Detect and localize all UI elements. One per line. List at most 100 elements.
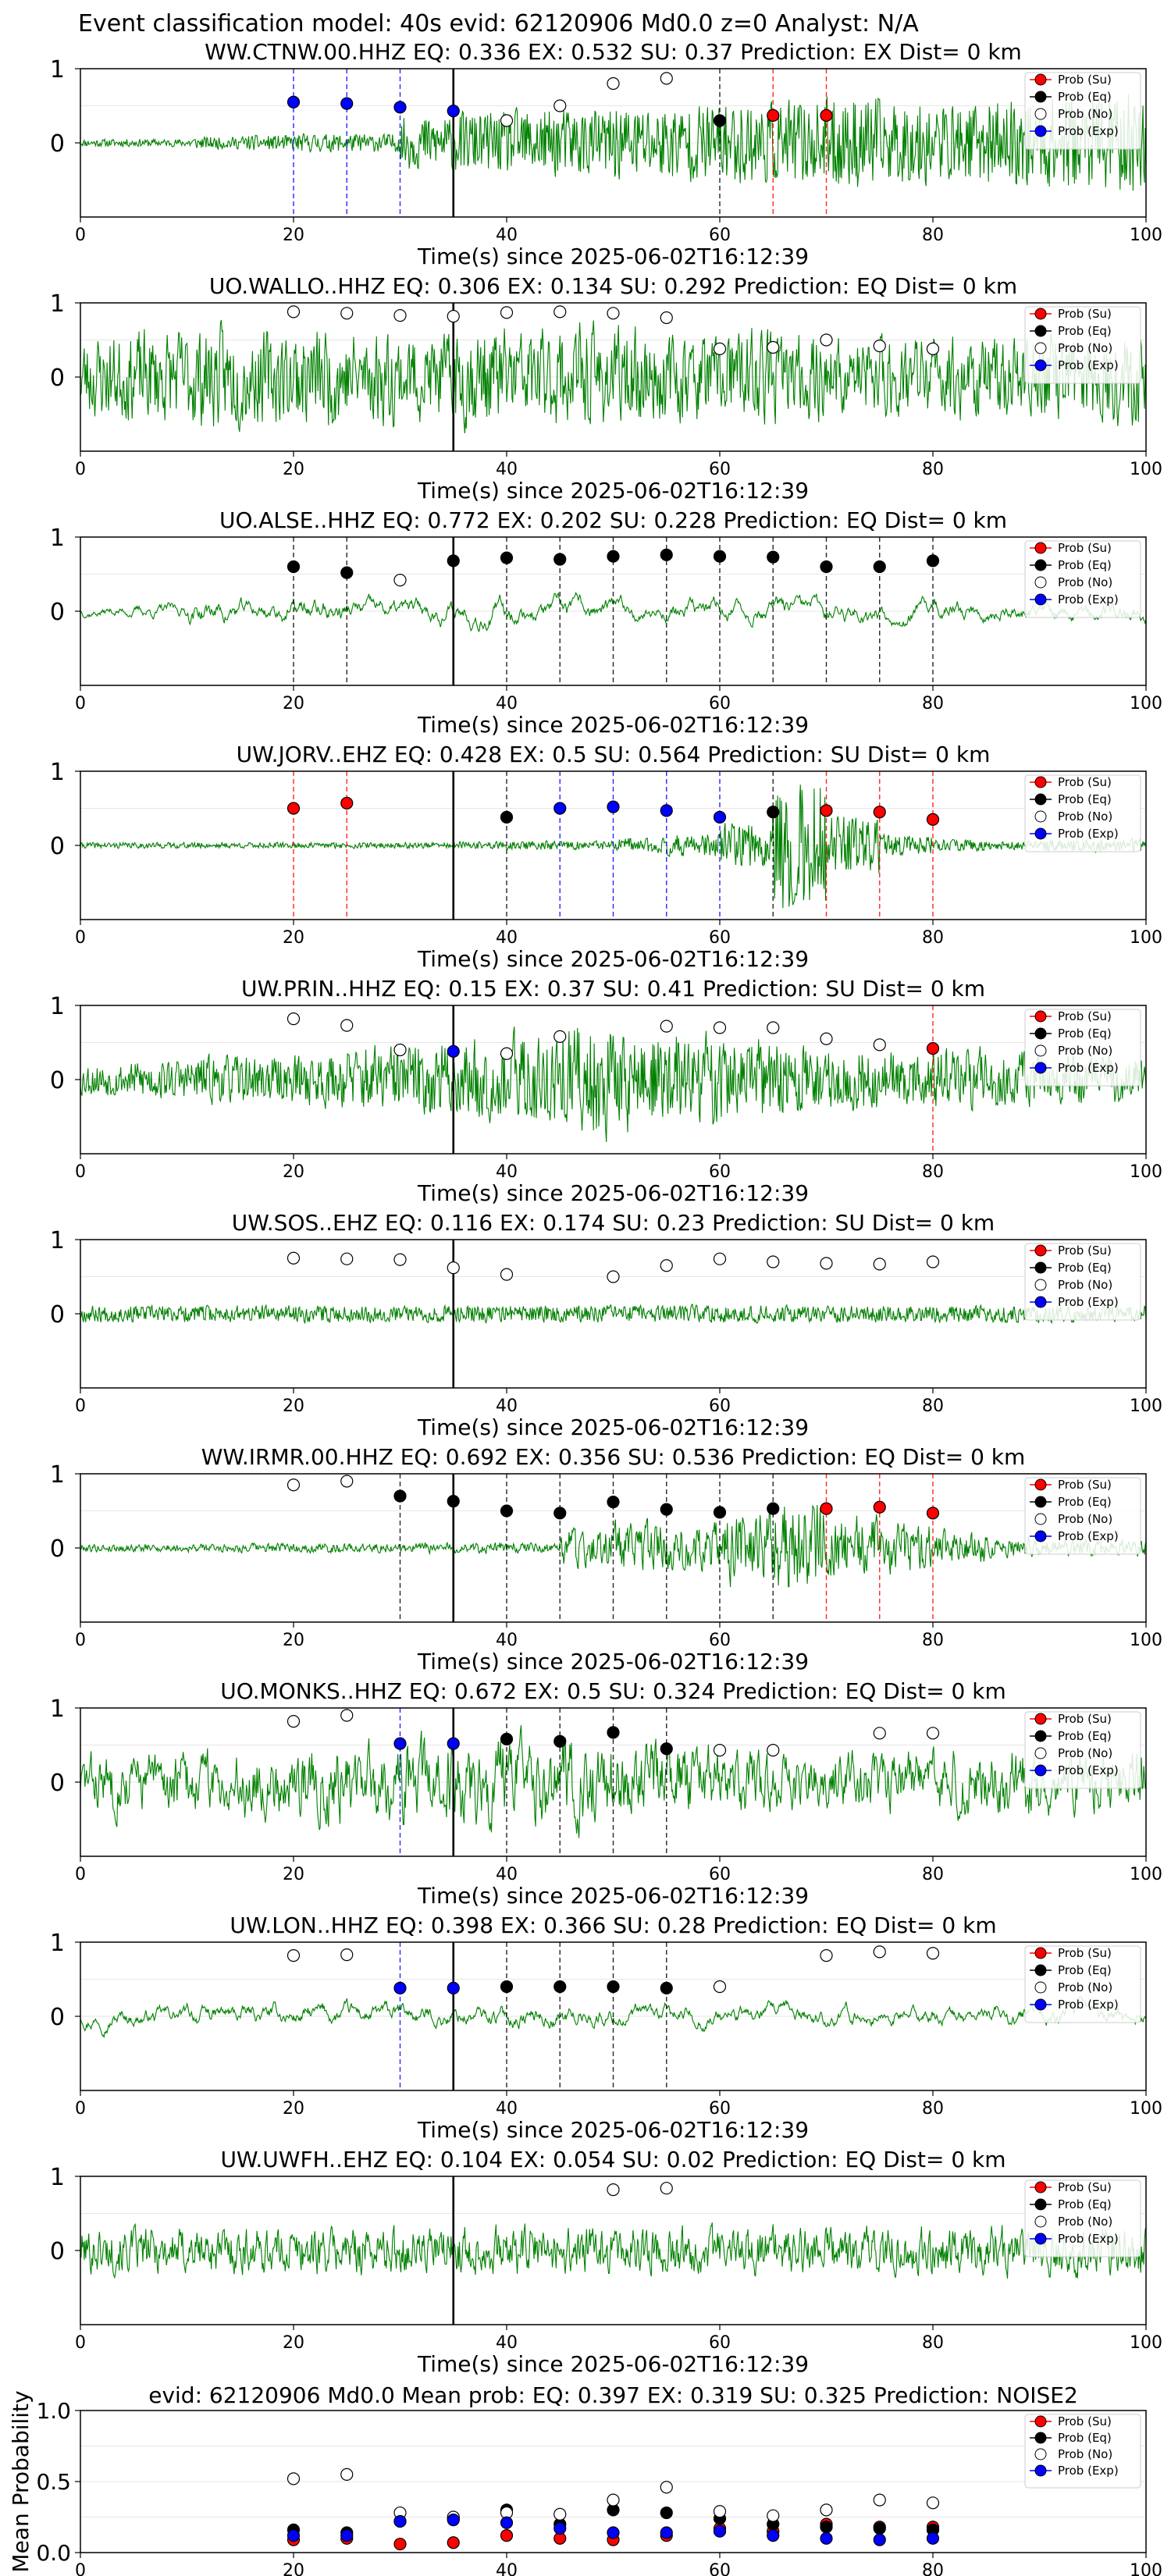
x-tick-label: 80 xyxy=(922,694,944,713)
prob-marker-no xyxy=(767,1744,780,1757)
legend-label-su: Prob (Su) xyxy=(1058,2414,1112,2428)
legend-marker-exp xyxy=(1034,1998,1047,2011)
x-tick-label: 20 xyxy=(283,2333,304,2353)
prob-marker-no xyxy=(820,1032,833,1045)
prob-marker-no xyxy=(340,1252,354,1265)
mean-marker-exp xyxy=(713,2524,727,2538)
prob-marker-no xyxy=(607,76,620,91)
prob-marker-no xyxy=(713,1252,727,1265)
legend-label-no: Prob (No) xyxy=(1058,1980,1112,1994)
legend-label-eq: Prob (Eq) xyxy=(1058,558,1112,572)
y-axis-label: Mean Probability xyxy=(8,2390,34,2572)
legend-marker-no xyxy=(1034,1747,1047,1759)
mean-marker-eq xyxy=(660,2506,673,2520)
legend-marker-eq xyxy=(1034,559,1047,571)
legend-label-no: Prob (No) xyxy=(1058,1044,1112,1058)
x-tick-label: 100 xyxy=(1130,928,1162,948)
legend-marker-su xyxy=(1034,1713,1047,1725)
legend: Prob (Su) Prob (Eq) Prob (No) Prob (Exp) xyxy=(1024,774,1141,852)
prob-marker-eq xyxy=(287,560,301,574)
legend-marker-eq xyxy=(1034,1730,1047,1742)
panel-title: UO.MONKS..HHZ EQ: 0.672 EX: 0.5 SU: 0.32… xyxy=(220,1678,1006,1704)
legend-label-su: Prob (Su) xyxy=(1058,1478,1112,1492)
prob-marker-no xyxy=(340,1709,354,1722)
mean-marker-exp xyxy=(500,2516,514,2529)
prob-marker-eq xyxy=(767,806,780,819)
prob-marker-no xyxy=(287,1012,301,1026)
prob-marker-su xyxy=(926,1507,940,1520)
prob-marker-eq xyxy=(500,1980,514,1994)
x-tick-label: 60 xyxy=(709,1865,731,1884)
prob-marker-no xyxy=(393,1043,407,1057)
waveform-panel: UO.WALLO..HHZ EQ: 0.306 EX: 0.134 SU: 0.… xyxy=(50,273,1162,503)
y-tick-label: 0.5 xyxy=(36,2469,71,2495)
y-tick-label: 1 xyxy=(50,1227,65,1254)
waveform-panel: WW.IRMR.00.HHZ EQ: 0.692 EX: 0.356 SU: 0… xyxy=(50,1444,1162,1674)
prob-marker-eq xyxy=(553,1507,567,1520)
x-tick-label: 40 xyxy=(496,2333,518,2353)
mean-marker-no xyxy=(926,2496,940,2510)
legend-label-eq: Prob (Eq) xyxy=(1058,1026,1112,1041)
prob-marker-no xyxy=(767,340,780,354)
legend-marker-eq xyxy=(1034,1496,1047,1508)
prob-marker-eq xyxy=(607,1495,620,1509)
prob-marker-exp xyxy=(340,97,354,110)
legend-marker-eq xyxy=(1034,1027,1047,1040)
prob-marker-no xyxy=(713,1744,727,1757)
x-tick-label: 40 xyxy=(496,694,518,713)
x-tick-label: 0 xyxy=(75,928,86,948)
legend-box xyxy=(1024,2179,1141,2258)
waveform-panel: UW.PRIN..HHZ EQ: 0.15 EX: 0.37 SU: 0.41 … xyxy=(50,976,1162,1206)
legend-marker-exp xyxy=(1034,1296,1047,1308)
prob-marker-su xyxy=(873,1500,886,1514)
legend-label-no: Prob (No) xyxy=(1058,107,1112,121)
mean-marker-exp xyxy=(660,2526,673,2539)
figure-header: Event classification model: 40s evid: 62… xyxy=(78,10,919,37)
x-tick-label: 100 xyxy=(1130,2333,1162,2353)
prob-marker-eq xyxy=(340,566,354,579)
legend-marker-su xyxy=(1034,73,1047,86)
y-tick-label: 0.0 xyxy=(36,2540,71,2566)
x-tick-label: 60 xyxy=(709,1397,731,1416)
mean-marker-no xyxy=(607,2493,620,2507)
panel-title: UW.SOS..EHZ EQ: 0.116 EX: 0.174 SU: 0.23… xyxy=(232,1210,995,1236)
y-tick-label: 0 xyxy=(50,365,65,392)
x-tick-label: 100 xyxy=(1130,2561,1162,2576)
x-axis-label: Time(s) since 2025-06-02T16:12:39 xyxy=(417,244,809,269)
x-tick-label: 60 xyxy=(709,2099,731,2119)
legend-label-exp: Prob (Exp) xyxy=(1058,592,1119,607)
legend-label-su: Prob (Su) xyxy=(1058,1946,1112,1960)
legend: Prob (Su) Prob (Eq) Prob (No) Prob (Exp) xyxy=(1024,1711,1141,1789)
legend-label-exp: Prob (Exp) xyxy=(1058,1061,1119,1075)
legend-label-su: Prob (Su) xyxy=(1058,1712,1112,1726)
legend-marker-no xyxy=(1034,1279,1047,1291)
x-tick-label: 40 xyxy=(496,460,518,479)
x-tick-label: 100 xyxy=(1130,1162,1162,1182)
prob-marker-no xyxy=(873,1945,886,1959)
x-tick-label: 20 xyxy=(283,1865,304,1884)
legend-label-su: Prob (Su) xyxy=(1058,775,1112,789)
x-tick-label: 20 xyxy=(283,1631,304,1650)
legend-marker-su xyxy=(1034,1244,1047,1257)
panel-title: WW.IRMR.00.HHZ EQ: 0.692 EX: 0.356 SU: 0… xyxy=(201,1444,1026,1470)
prob-marker-no xyxy=(607,2183,620,2197)
x-tick-label: 60 xyxy=(709,2333,731,2353)
prob-marker-exp xyxy=(713,810,727,824)
x-tick-label: 100 xyxy=(1130,694,1162,713)
y-tick-label: 0 xyxy=(50,1535,65,1563)
x-axis-label: Time(s) since 2025-06-02T16:12:39 xyxy=(417,1180,809,1206)
mean-marker-exp xyxy=(820,2532,833,2545)
x-tick-label: 80 xyxy=(922,2561,944,2576)
prob-marker-eq xyxy=(660,548,673,561)
prob-marker-no xyxy=(607,307,620,320)
mean-marker-exp xyxy=(607,2526,620,2539)
legend-marker-no xyxy=(1034,108,1047,120)
legend-marker-eq xyxy=(1034,2432,1047,2444)
mean-marker-no xyxy=(873,2493,886,2507)
legend-marker-no xyxy=(1034,1981,1047,1994)
x-tick-label: 80 xyxy=(922,1397,944,1416)
prob-marker-eq xyxy=(713,550,727,563)
legend-box xyxy=(1024,2414,1141,2489)
prob-marker-no xyxy=(287,1715,301,1728)
x-tick-label: 60 xyxy=(709,1162,731,1182)
